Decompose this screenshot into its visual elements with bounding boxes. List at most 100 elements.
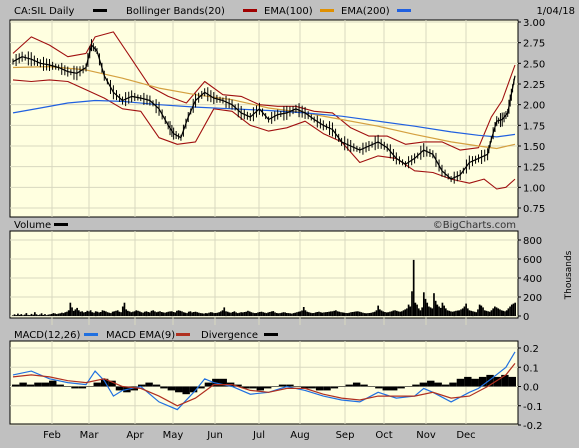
volume-bar — [35, 314, 38, 316]
volume-bar — [30, 313, 33, 316]
volume-bar — [74, 309, 77, 316]
volume-bar — [71, 307, 73, 316]
volume-bar — [270, 311, 273, 316]
volume-bar — [507, 308, 510, 316]
volume-bar — [255, 313, 258, 316]
volume-bar — [132, 311, 134, 316]
volume-bar — [111, 311, 114, 316]
macd-tick-label: 0.1 — [523, 363, 539, 374]
x-tick-label: Nov — [416, 430, 436, 441]
volume-bar — [242, 312, 244, 316]
divergence-bar — [301, 386, 309, 389]
volume-bar — [512, 303, 515, 316]
volume-bar — [389, 311, 391, 316]
divergence-bar — [249, 386, 257, 389]
volume-bar — [458, 310, 461, 316]
divergence-bar — [63, 386, 72, 387]
volume-bar — [233, 311, 236, 317]
volume-bars — [12, 259, 516, 317]
volume-bar — [218, 312, 221, 316]
volume-bar — [267, 312, 270, 316]
volume-bar — [121, 306, 124, 316]
volume-bar — [108, 312, 111, 316]
volume-bar — [335, 310, 337, 316]
divergence-bar — [34, 382, 42, 387]
price-grid — [10, 20, 518, 217]
volume-bar — [177, 310, 180, 316]
volume-bar — [106, 312, 109, 316]
volume-bar — [446, 310, 449, 316]
volume-bar — [306, 311, 308, 316]
volume-bar — [57, 313, 60, 316]
divergence-bar — [352, 382, 361, 387]
volume-bar — [223, 307, 226, 316]
volume-bar — [301, 310, 303, 316]
volume-bar — [186, 313, 188, 316]
volume-bar — [93, 312, 95, 316]
volume-bar — [460, 309, 462, 316]
volume-bar — [155, 312, 158, 316]
volume-bar — [52, 313, 55, 316]
volume-bar — [127, 310, 129, 316]
divergence-bar — [456, 378, 465, 387]
volume-bar — [331, 311, 334, 317]
volume-bar — [324, 312, 327, 316]
volume-bar — [514, 302, 516, 316]
volume-bar — [500, 310, 503, 316]
volume-bar — [416, 304, 418, 316]
volume-bar — [419, 310, 422, 316]
divergence-bar — [419, 382, 428, 387]
volume-bar — [135, 310, 138, 316]
volume-bar — [115, 310, 117, 316]
divergence-bar — [71, 386, 79, 389]
volume-bar — [45, 315, 48, 316]
price-panel — [9, 19, 519, 218]
volume-bar — [351, 312, 354, 316]
volume-bar — [143, 311, 146, 316]
divergence-bar — [404, 386, 413, 387]
volume-bar — [27, 314, 29, 316]
divergence-bar — [182, 386, 190, 395]
volume-bar — [483, 310, 486, 316]
volume-bar — [461, 308, 464, 316]
volume-bar — [69, 302, 72, 316]
volume-bar — [360, 312, 363, 316]
volume-bar — [50, 313, 53, 316]
volume-bar — [274, 312, 276, 316]
volume-bar — [399, 311, 401, 316]
divergence-bar — [108, 380, 116, 387]
volume-bar — [275, 313, 278, 316]
x-tick-label: Jun — [206, 430, 223, 441]
volume-bar — [206, 313, 209, 316]
volume-bar — [22, 315, 24, 316]
volume-tick-label: 200 — [523, 293, 542, 304]
volume-bar — [248, 311, 251, 316]
volume-bar — [269, 312, 271, 316]
legend-ema200-label: EMA(200) — [341, 6, 390, 17]
volume-bar — [291, 313, 293, 316]
volume-bar — [478, 304, 481, 316]
volume-bar — [441, 302, 444, 316]
volume-bar — [260, 311, 263, 316]
x-tick-label: Oct — [375, 430, 392, 441]
volume-bar — [448, 310, 451, 316]
divergence-bar — [19, 382, 27, 387]
volume-bar — [154, 311, 156, 316]
macd-swatch — [84, 333, 98, 336]
volume-bar — [438, 306, 440, 316]
volume-bar — [213, 313, 215, 316]
macd-ema-swatch — [176, 333, 190, 336]
macd-y-ticks: 0.2 0.1 0.0 -0.1 -0.2 — [518, 344, 543, 432]
volume-bar — [59, 313, 62, 316]
volume-bar — [372, 312, 374, 316]
volume-bar — [287, 313, 290, 316]
volume-bar — [362, 312, 364, 316]
volume-bar — [33, 312, 36, 316]
divergence-bar — [86, 386, 94, 387]
volume-bar — [250, 312, 253, 316]
price-tick-label: 1.25 — [523, 163, 545, 174]
divergence-bar — [315, 386, 324, 391]
volume-bar — [422, 292, 425, 317]
volume-bar — [235, 312, 237, 316]
volume-bar — [346, 313, 349, 316]
